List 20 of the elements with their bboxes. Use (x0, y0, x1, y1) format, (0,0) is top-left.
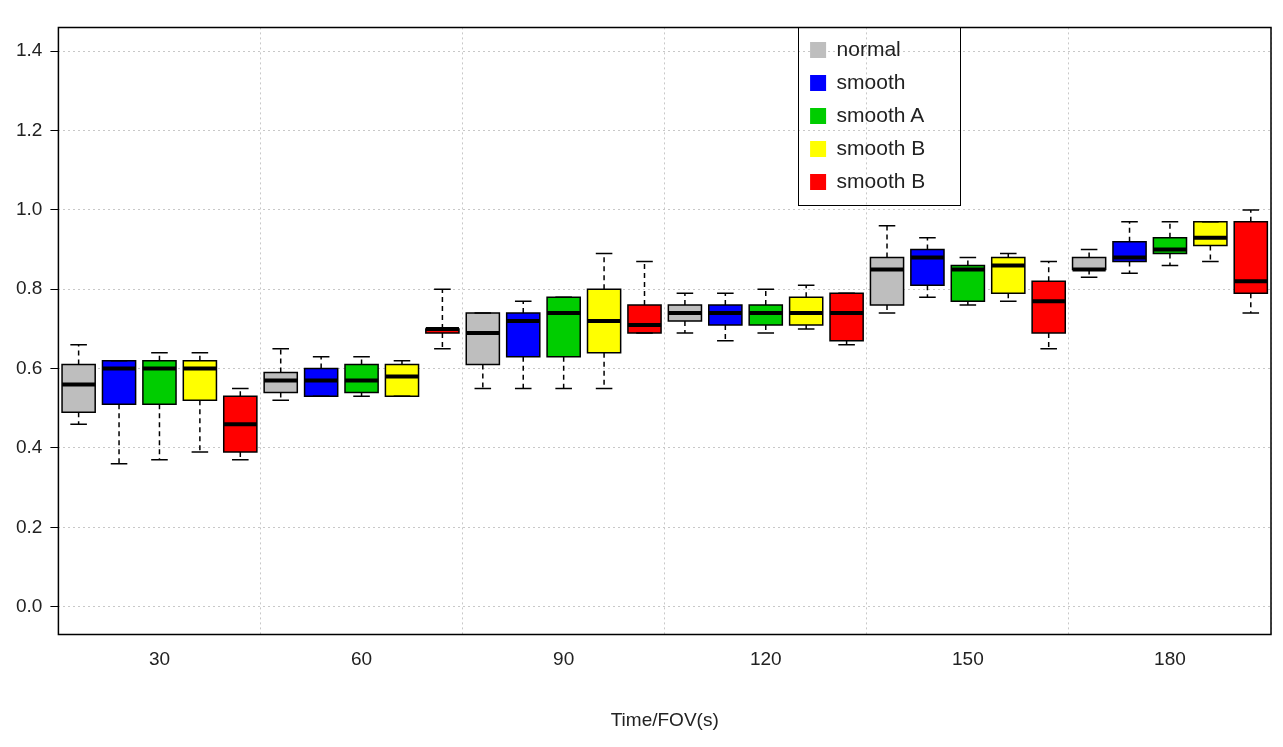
y-tick-label: 0.8 (15, 277, 43, 299)
legend-label: smooth B (836, 168, 926, 192)
x-tick-label: 180 (1154, 648, 1186, 670)
legend-label: smooth B (836, 135, 926, 159)
y-tick-label: 0.6 (15, 356, 43, 378)
x-axis-title: Time/FOV(s) (610, 708, 719, 730)
y-tick-label: 0.4 (15, 436, 43, 458)
y-tick-label: 1.2 (15, 118, 43, 140)
x-tick-label: 30 (148, 648, 171, 670)
y-tick-label: 0.0 (15, 594, 43, 616)
x-tick-label: 60 (350, 648, 373, 670)
legend-label: smooth A (836, 102, 925, 126)
y-tick-label: 0.2 (15, 515, 43, 537)
x-tick-label: 120 (749, 648, 782, 670)
legend-label: smooth (836, 69, 906, 93)
x-tick-label: 150 (952, 648, 984, 670)
legend-label: normal (836, 36, 901, 60)
y-tick-label: 1.4 (15, 39, 43, 61)
x-tick-label: 90 (553, 648, 575, 670)
y-tick-label: 1.0 (15, 198, 43, 220)
